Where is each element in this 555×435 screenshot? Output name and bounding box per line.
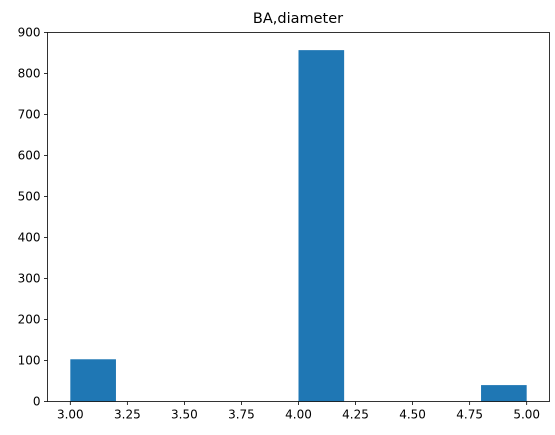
x-tick-label: 4.25 xyxy=(342,408,369,422)
y-tick-label: 0 xyxy=(33,395,41,409)
chart-title: BA,diameter xyxy=(253,11,343,27)
y-tick-label: 900 xyxy=(18,26,41,40)
x-tick-label: 5.00 xyxy=(513,408,540,422)
y-tick-label: 300 xyxy=(18,272,41,286)
x-tick-label: 4.75 xyxy=(456,408,483,422)
histogram-bar xyxy=(481,385,527,402)
y-tick-label: 500 xyxy=(18,190,41,204)
plot-frame xyxy=(47,32,550,402)
y-tick-label: 800 xyxy=(18,67,41,81)
x-tick-label: 4.00 xyxy=(285,408,312,422)
x-tick-label: 3.25 xyxy=(114,408,141,422)
y-axis-ticks: 0 100 200 300 400 500 600 700 800 900 xyxy=(18,26,48,409)
y-tick-label: 600 xyxy=(18,149,41,163)
bars-group xyxy=(70,50,527,402)
y-tick-label: 200 xyxy=(18,313,41,327)
x-tick-label: 3.75 xyxy=(228,408,255,422)
x-axis-ticks: 3.00 3.25 3.50 3.75 4.00 4.25 4.50 4.75 5.00 xyxy=(57,401,540,422)
histogram-bar xyxy=(70,359,116,402)
x-tick-label: 4.50 xyxy=(399,408,426,422)
x-tick-label: 3.00 xyxy=(57,408,84,422)
y-tick-label: 400 xyxy=(18,231,41,245)
y-tick-label: 100 xyxy=(18,354,41,368)
histogram-bar xyxy=(298,50,345,402)
y-tick-label: 700 xyxy=(18,108,41,122)
x-tick-label: 3.50 xyxy=(171,408,198,422)
